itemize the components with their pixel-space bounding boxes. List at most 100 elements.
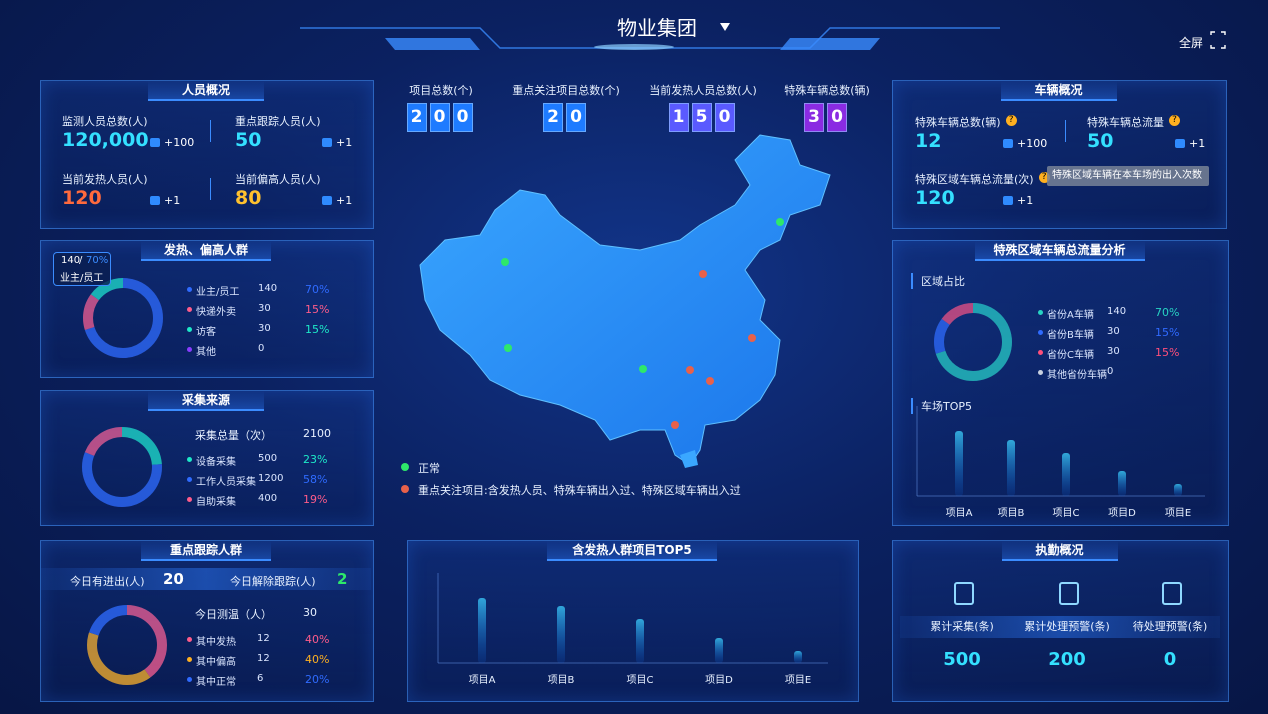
legend-pct: 15% bbox=[1155, 326, 1180, 339]
bar bbox=[1062, 453, 1070, 496]
legend-pct: 19% bbox=[303, 493, 328, 506]
x-tick-label: 项目C bbox=[1052, 508, 1080, 519]
bar bbox=[478, 598, 486, 663]
legend-label: 省份B车辆 bbox=[1047, 330, 1094, 341]
divider bbox=[210, 120, 211, 142]
legend-label: 设备采集 bbox=[196, 457, 236, 468]
total-value: 2100 bbox=[303, 427, 331, 440]
divider bbox=[210, 178, 211, 200]
donut-segment bbox=[87, 605, 167, 685]
duty-value: 200 bbox=[1048, 649, 1086, 670]
legend-value: 140 bbox=[258, 283, 278, 294]
stat-value: 80 bbox=[235, 187, 262, 209]
donut-segment bbox=[934, 303, 1012, 381]
stat-change: +100 bbox=[150, 136, 194, 149]
bar bbox=[794, 651, 802, 663]
bar bbox=[636, 619, 644, 663]
counter-label: 特殊车辆总数(辆) bbox=[784, 84, 870, 97]
legend-value: 1200 bbox=[258, 473, 284, 484]
stat-value: 50 bbox=[1087, 130, 1114, 152]
legend-value: 140 bbox=[1107, 306, 1127, 317]
in-out-value: 20 bbox=[163, 570, 184, 588]
legend-dot bbox=[187, 327, 192, 332]
x-tick-label: 项目D bbox=[1108, 508, 1136, 519]
strip bbox=[900, 616, 1220, 638]
stat-change: +1 bbox=[1175, 137, 1205, 150]
strip bbox=[41, 568, 371, 590]
legend-dot bbox=[1038, 310, 1043, 315]
x-tick-label: 项目A bbox=[945, 508, 973, 519]
panel-title: 含发热人群项目TOP5 bbox=[547, 541, 717, 561]
legend-pct: 15% bbox=[1155, 346, 1180, 359]
legend-value: 30 bbox=[1107, 346, 1120, 357]
legend-pct: 20% bbox=[305, 673, 330, 686]
panel bbox=[407, 540, 859, 702]
stat-change: +1 bbox=[150, 194, 180, 207]
tooltip bbox=[53, 252, 111, 286]
legend-dot bbox=[187, 307, 192, 312]
panel bbox=[892, 80, 1227, 229]
legend-value: 30 bbox=[258, 323, 271, 334]
donut-segment bbox=[83, 278, 163, 358]
legend-pct: 70% bbox=[305, 283, 330, 296]
legend-value: 12 bbox=[257, 653, 270, 664]
tooltip-pct: 70% bbox=[86, 255, 109, 266]
legend-label: 业主/员工 bbox=[196, 287, 240, 298]
legend-label: 访客 bbox=[196, 327, 216, 338]
panel bbox=[40, 390, 374, 526]
stat-label: 当前发热人员(人) bbox=[62, 173, 148, 186]
legend-dot bbox=[187, 457, 192, 462]
x-tick-label: 项目A bbox=[468, 675, 496, 686]
stat-label: 特殊车辆总流量? bbox=[1087, 114, 1180, 130]
donut-segment bbox=[934, 303, 1012, 381]
legend-label: 其中正常 bbox=[196, 677, 236, 688]
fullscreen-button[interactable]: 全屏 bbox=[1179, 36, 1204, 50]
donut-segment bbox=[83, 278, 163, 358]
divider bbox=[1065, 120, 1066, 142]
tooltip-value: 140 bbox=[61, 255, 81, 266]
stat-label: 重点跟踪人员(人) bbox=[235, 115, 321, 128]
stat-value: 12 bbox=[915, 130, 942, 152]
legend-value: 30 bbox=[1107, 326, 1120, 337]
section-title: 区域占比 bbox=[911, 273, 965, 289]
panel-title: 执勤概况 bbox=[1001, 541, 1118, 561]
legend-pct: 15% bbox=[305, 323, 330, 336]
tooltip-sep: / bbox=[79, 255, 83, 266]
released-label: 今日解除跟踪(人) bbox=[230, 575, 316, 588]
stat-label: 特殊车辆总数(辆)? bbox=[915, 114, 1017, 130]
x-tick-label: 项目D bbox=[705, 675, 733, 686]
duty-label: 累计采集(条) bbox=[930, 620, 994, 633]
legend-value: 500 bbox=[258, 453, 278, 464]
donut-segment bbox=[82, 427, 162, 507]
legend-label: 自助采集 bbox=[196, 497, 236, 508]
legend-dot bbox=[187, 477, 192, 482]
legend-dot bbox=[187, 637, 192, 642]
panel-title: 重点跟踪人群 bbox=[141, 541, 271, 561]
legend-label: 其他 bbox=[196, 347, 216, 358]
legend-value: 400 bbox=[258, 493, 278, 504]
duty-value: 500 bbox=[943, 649, 981, 670]
legend-value: 0 bbox=[258, 343, 265, 354]
x-tick-label: 项目C bbox=[626, 675, 654, 686]
released-value: 2 bbox=[337, 570, 348, 588]
legend-label: 正常 bbox=[418, 462, 440, 475]
legend-pct: 58% bbox=[303, 473, 328, 486]
stat-value: 120 bbox=[915, 187, 955, 209]
donut-segment bbox=[82, 427, 162, 507]
legend-value: 12 bbox=[257, 633, 270, 644]
stat-label: 特殊区域车辆总流量(次)? bbox=[915, 171, 1050, 187]
counter-label: 重点关注项目总数(个) bbox=[512, 84, 620, 97]
bar bbox=[557, 606, 565, 663]
legend-value: 0 bbox=[1107, 366, 1114, 377]
legend-dot bbox=[1038, 350, 1043, 355]
panel-title: 车辆概况 bbox=[1000, 81, 1117, 101]
legend-label: 省份A车辆 bbox=[1047, 310, 1094, 321]
legend-dot bbox=[187, 497, 192, 502]
panel bbox=[40, 540, 374, 702]
stat-change: +1 bbox=[322, 194, 352, 207]
bar bbox=[1007, 440, 1015, 496]
page-title: 物业集团 bbox=[617, 16, 697, 40]
